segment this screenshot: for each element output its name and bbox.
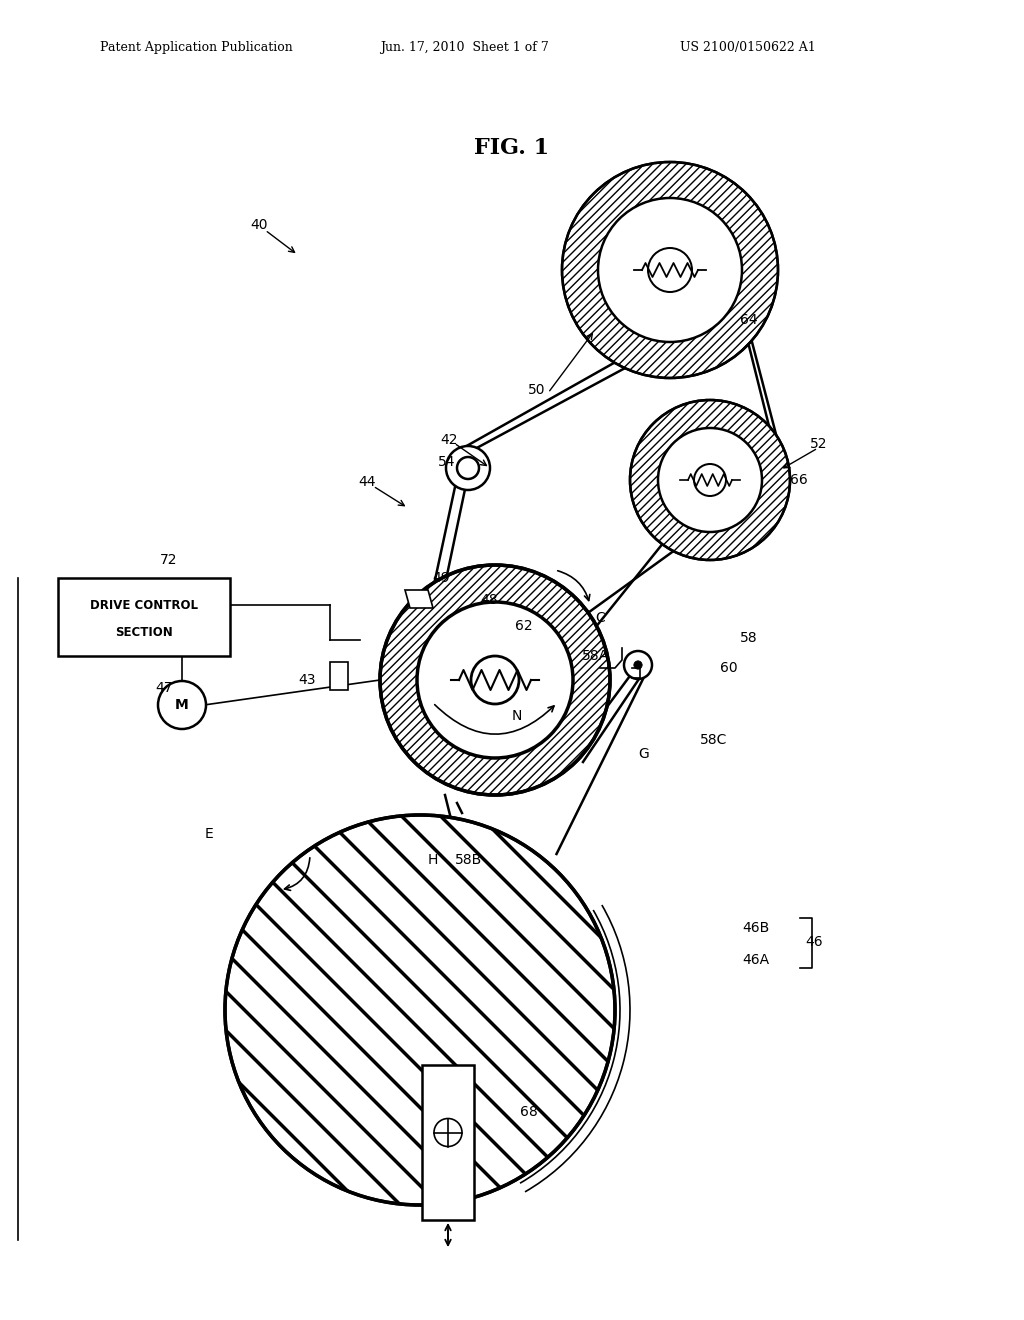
Text: 46: 46 (805, 935, 822, 949)
Text: 58C: 58C (700, 733, 727, 747)
Text: 46A: 46A (742, 953, 769, 968)
Polygon shape (406, 590, 433, 609)
Text: SECTION: SECTION (115, 626, 173, 639)
Text: 64: 64 (740, 313, 758, 327)
Text: 66: 66 (790, 473, 808, 487)
Text: US 2100/0150622 A1: US 2100/0150622 A1 (680, 41, 816, 54)
Text: 42: 42 (440, 433, 458, 447)
Circle shape (598, 198, 742, 342)
Bar (330, 663, 348, 690)
Circle shape (380, 565, 610, 795)
Circle shape (417, 602, 573, 758)
Text: Patent Application Publication: Patent Application Publication (100, 41, 293, 54)
Text: N: N (512, 709, 522, 723)
Text: 60: 60 (720, 661, 737, 675)
Circle shape (158, 681, 206, 729)
Text: M: M (175, 698, 188, 711)
Text: G: G (638, 747, 649, 762)
Text: 44: 44 (358, 475, 376, 488)
Text: E: E (205, 828, 214, 841)
Text: FIG. 1: FIG. 1 (474, 137, 550, 158)
Text: 40: 40 (250, 218, 267, 232)
Circle shape (634, 661, 642, 669)
Text: 68: 68 (520, 1105, 538, 1119)
Circle shape (624, 651, 652, 678)
Text: Jun. 17, 2010  Sheet 1 of 7: Jun. 17, 2010 Sheet 1 of 7 (380, 41, 549, 54)
Text: C: C (595, 611, 605, 624)
Text: 72: 72 (160, 553, 177, 568)
Bar (422, 1065, 474, 1220)
Text: 58A: 58A (582, 649, 609, 663)
Text: 48: 48 (480, 593, 498, 607)
Text: 43: 43 (298, 673, 315, 686)
Circle shape (562, 162, 778, 378)
Text: 46B: 46B (742, 921, 769, 935)
Circle shape (630, 400, 790, 560)
Text: 50: 50 (528, 383, 546, 397)
Text: H: H (428, 853, 438, 867)
Circle shape (658, 428, 762, 532)
Text: 54: 54 (438, 455, 456, 469)
Text: 58B: 58B (455, 853, 482, 867)
Circle shape (225, 814, 615, 1205)
Text: DRIVE CONTROL: DRIVE CONTROL (90, 599, 198, 611)
Text: 52: 52 (810, 437, 827, 451)
Bar (58, 578, 230, 656)
Text: 49: 49 (432, 572, 450, 585)
Text: 62: 62 (515, 619, 532, 634)
Circle shape (446, 446, 490, 490)
Text: 58: 58 (740, 631, 758, 645)
Text: 47: 47 (155, 681, 172, 696)
